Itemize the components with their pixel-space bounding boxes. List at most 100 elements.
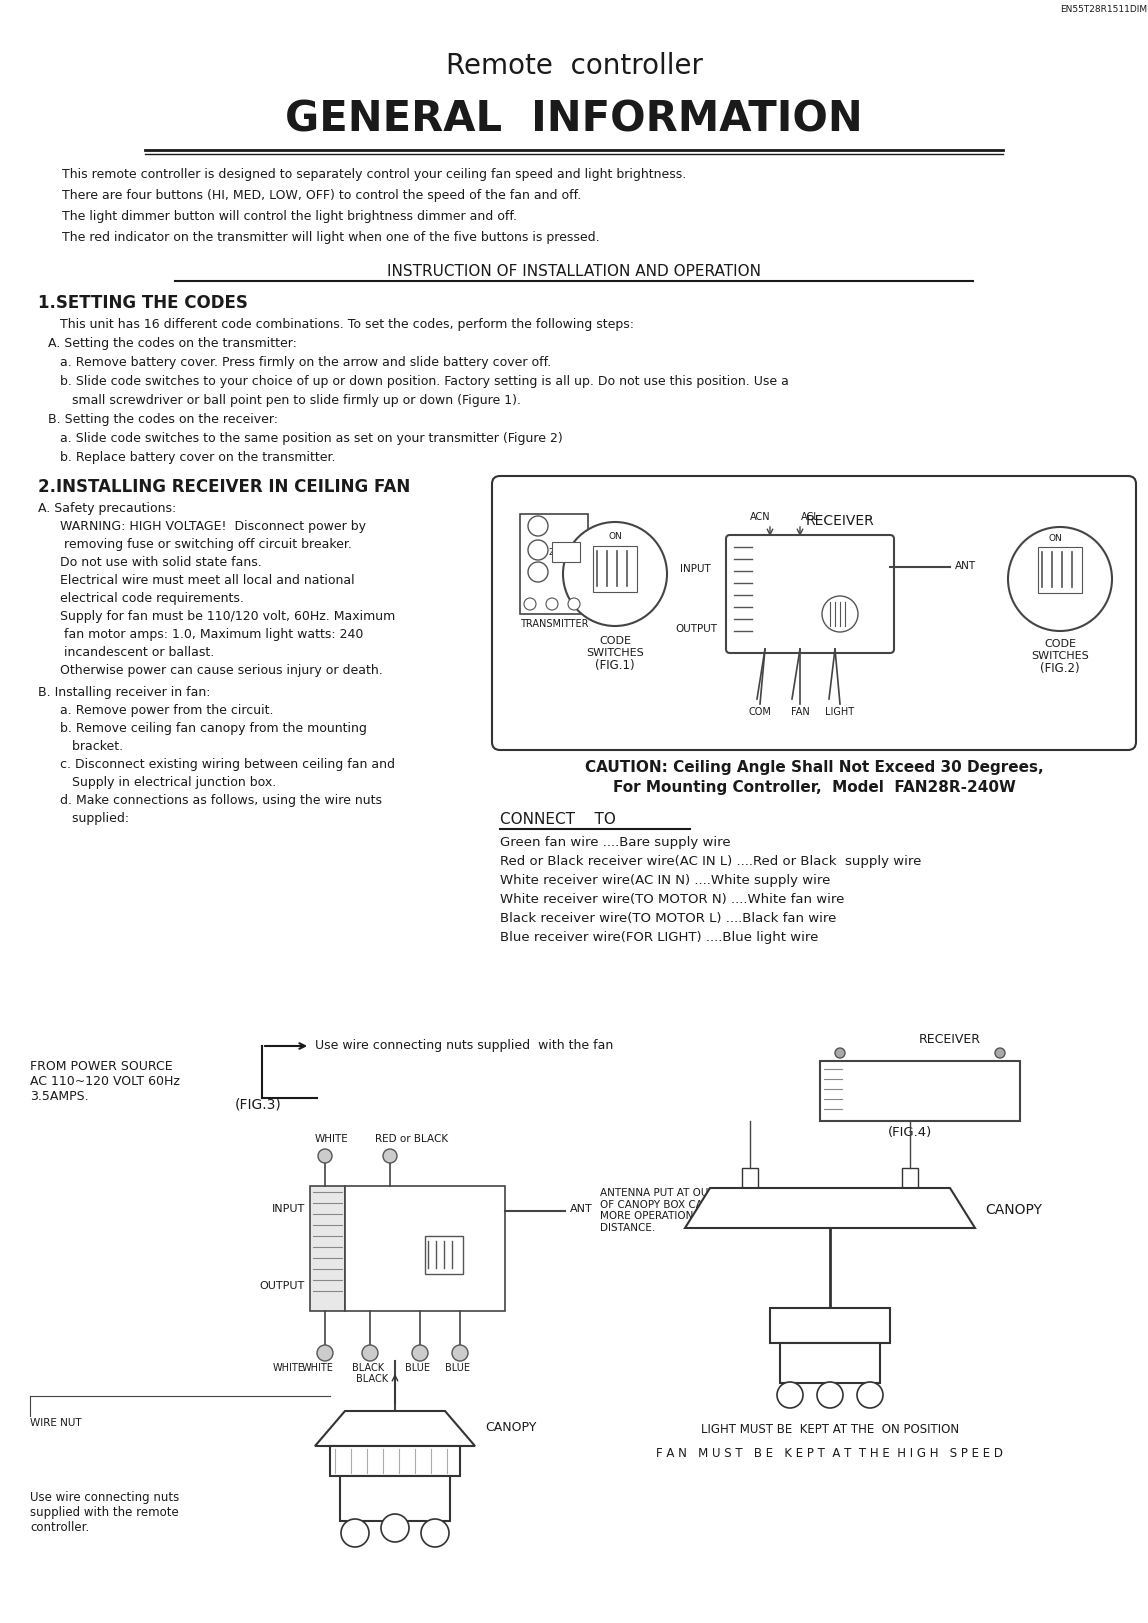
Text: WIRE NUT: WIRE NUT xyxy=(30,1419,82,1428)
Text: INPUT: INPUT xyxy=(272,1204,305,1214)
Text: White receiver wire(AC IN N) ....White supply wire: White receiver wire(AC IN N) ....White s… xyxy=(501,875,830,888)
Text: A. Safety precautions:: A. Safety precautions: xyxy=(38,502,177,514)
Text: ON: ON xyxy=(1048,534,1062,544)
Text: Electrical wire must meet all local and national: Electrical wire must meet all local and … xyxy=(48,575,355,588)
Text: BLACK: BLACK xyxy=(352,1363,385,1373)
Text: Use wire connecting nuts supplied  with the fan: Use wire connecting nuts supplied with t… xyxy=(315,1039,613,1052)
FancyBboxPatch shape xyxy=(726,536,894,652)
Circle shape xyxy=(528,562,548,583)
Polygon shape xyxy=(685,1188,975,1229)
Text: CODE
SWITCHES: CODE SWITCHES xyxy=(1031,639,1088,661)
Bar xyxy=(425,1237,463,1274)
Text: There are four buttons (HI, MED, LOW, OFF) to control the speed of the fan and o: There are four buttons (HI, MED, LOW, OF… xyxy=(62,188,581,201)
FancyBboxPatch shape xyxy=(492,476,1137,750)
Text: ANT: ANT xyxy=(571,1204,592,1214)
Text: LIGHT MUST BE  KEPT AT THE  ON POSITION: LIGHT MUST BE KEPT AT THE ON POSITION xyxy=(701,1423,959,1436)
Text: removing fuse or switching off circuit breaker.: removing fuse or switching off circuit b… xyxy=(48,537,352,550)
Text: F A N   M U S T   B E   K E P T  A T  T H E  H I G H   S P E E D: F A N M U S T B E K E P T A T T H E H I … xyxy=(657,1448,1003,1461)
Bar xyxy=(552,542,580,562)
Text: COM: COM xyxy=(748,708,771,717)
Circle shape xyxy=(421,1519,449,1547)
Text: WHITE: WHITE xyxy=(302,1363,334,1373)
Circle shape xyxy=(412,1345,428,1362)
Circle shape xyxy=(546,597,558,610)
Circle shape xyxy=(523,597,536,610)
Text: Supply in electrical junction box.: Supply in electrical junction box. xyxy=(48,776,277,789)
Text: bracket.: bracket. xyxy=(48,740,123,753)
Text: RECEIVER: RECEIVER xyxy=(806,514,875,527)
Text: This unit has 16 different code combinations. To set the codes, perform the foll: This unit has 16 different code combinat… xyxy=(48,318,634,331)
Text: (FIG.3): (FIG.3) xyxy=(234,1099,281,1112)
Bar xyxy=(779,1342,881,1383)
Text: fan motor amps: 1.0, Maximum light watts: 240: fan motor amps: 1.0, Maximum light watts… xyxy=(48,628,364,641)
Text: b. Remove ceiling fan canopy from the mounting: b. Remove ceiling fan canopy from the mo… xyxy=(48,722,367,735)
Text: BLUE: BLUE xyxy=(405,1363,430,1373)
Text: ACN: ACN xyxy=(313,1201,329,1211)
Text: ANTENNA PUT AT OUTSIDE
OF CANOPY BOX CAN GET
MORE OPERATION
DISTANCE.: ANTENNA PUT AT OUTSIDE OF CANOPY BOX CAN… xyxy=(600,1188,739,1233)
Text: FAN: FAN xyxy=(791,708,809,717)
Circle shape xyxy=(381,1514,409,1542)
Bar xyxy=(770,1308,890,1342)
Text: BLACK: BLACK xyxy=(356,1375,388,1384)
Circle shape xyxy=(822,596,858,631)
Text: White receiver wire(TO MOTOR N) ....White fan wire: White receiver wire(TO MOTOR N) ....Whit… xyxy=(501,893,845,906)
Circle shape xyxy=(835,1048,845,1058)
Circle shape xyxy=(995,1048,1004,1058)
Text: 2 3 4 1: 2 3 4 1 xyxy=(1048,589,1072,596)
Text: Remote  controller: Remote controller xyxy=(445,52,703,80)
Text: ACL: ACL xyxy=(800,511,820,523)
Circle shape xyxy=(362,1345,378,1362)
Text: (FIG.2): (FIG.2) xyxy=(1040,662,1080,675)
Circle shape xyxy=(452,1345,468,1362)
Text: OUTPUT: OUTPUT xyxy=(259,1281,305,1290)
Text: Red or Black receiver wire(AC IN L) ....Red or Black  supply wire: Red or Black receiver wire(AC IN L) ....… xyxy=(501,855,922,868)
Text: ACN: ACN xyxy=(750,511,770,523)
Text: This remote controller is designed to separately control your ceiling fan speed : This remote controller is designed to se… xyxy=(62,169,687,182)
Text: LIGHT: LIGHT xyxy=(825,708,854,717)
Circle shape xyxy=(1008,527,1112,631)
Circle shape xyxy=(341,1519,369,1547)
Text: RECEIVER: RECEIVER xyxy=(388,1237,447,1250)
Bar xyxy=(346,1186,505,1311)
Text: (FIG.4): (FIG.4) xyxy=(887,1126,932,1139)
Text: ON: ON xyxy=(608,532,622,540)
Circle shape xyxy=(528,516,548,536)
Circle shape xyxy=(817,1383,843,1409)
Text: 2.INSTALLING RECEIVER IN CEILING FAN: 2.INSTALLING RECEIVER IN CEILING FAN xyxy=(38,479,410,497)
Text: small screwdriver or ball point pen to slide firmly up or down (Figure 1).: small screwdriver or ball point pen to s… xyxy=(48,394,521,407)
Text: B. Installing receiver in fan:: B. Installing receiver in fan: xyxy=(38,687,210,700)
Text: WHITE: WHITE xyxy=(315,1134,349,1144)
Bar xyxy=(902,1169,918,1188)
Text: EN55T28R1511DIM: EN55T28R1511DIM xyxy=(863,1076,937,1086)
Text: 23A  12V: 23A 12V xyxy=(549,549,583,557)
Text: CANOPY: CANOPY xyxy=(484,1422,536,1435)
Text: RECEIVER: RECEIVER xyxy=(920,1032,982,1045)
Bar xyxy=(742,1169,758,1188)
Text: B. Setting the codes on the receiver:: B. Setting the codes on the receiver: xyxy=(48,412,278,425)
Text: Supply for fan must be 110/120 volt, 60Hz. Maximum: Supply for fan must be 110/120 volt, 60H… xyxy=(48,610,395,623)
Text: Blue receiver wire(FOR LIGHT) ....Blue light wire: Blue receiver wire(FOR LIGHT) ....Blue l… xyxy=(501,932,819,945)
Text: RED or BLACK: RED or BLACK xyxy=(375,1134,448,1144)
Text: GENERAL  INFORMATION: GENERAL INFORMATION xyxy=(285,97,863,140)
Text: CONNECT    TO: CONNECT TO xyxy=(501,812,615,828)
Text: a. Remove power from the circuit.: a. Remove power from the circuit. xyxy=(48,704,273,717)
Bar xyxy=(594,545,637,592)
Bar xyxy=(520,514,588,613)
Text: incandescent or ballast.: incandescent or ballast. xyxy=(48,646,215,659)
Text: TRANSMITTER: TRANSMITTER xyxy=(520,618,588,630)
Polygon shape xyxy=(315,1410,475,1446)
Text: CANOPY: CANOPY xyxy=(985,1203,1042,1217)
Text: d. Make connections as follows, using the wire nuts: d. Make connections as follows, using th… xyxy=(48,794,382,807)
Text: electrical code requirements.: electrical code requirements. xyxy=(48,592,243,605)
Text: b. Replace battery cover on the transmitter.: b. Replace battery cover on the transmit… xyxy=(48,451,335,464)
Circle shape xyxy=(777,1383,802,1409)
Text: 1.SETTING THE CODES: 1.SETTING THE CODES xyxy=(38,294,248,312)
Text: FROM POWER SOURCE
AC 110~120 VOLT 60Hz
3.5AMPS.: FROM POWER SOURCE AC 110~120 VOLT 60Hz 3… xyxy=(30,1060,180,1104)
Text: COM: COM xyxy=(313,1220,331,1230)
Bar xyxy=(340,1475,450,1521)
Text: Do not use with solid state fans.: Do not use with solid state fans. xyxy=(48,557,262,570)
Text: b. Slide code switches to your choice of up or down position. Factory setting is: b. Slide code switches to your choice of… xyxy=(48,375,789,388)
Circle shape xyxy=(318,1149,332,1164)
Text: CODE
SWITCHES: CODE SWITCHES xyxy=(587,636,644,657)
Text: a. Slide code switches to the same position as set on your transmitter (Figure 2: a. Slide code switches to the same posit… xyxy=(48,432,563,445)
